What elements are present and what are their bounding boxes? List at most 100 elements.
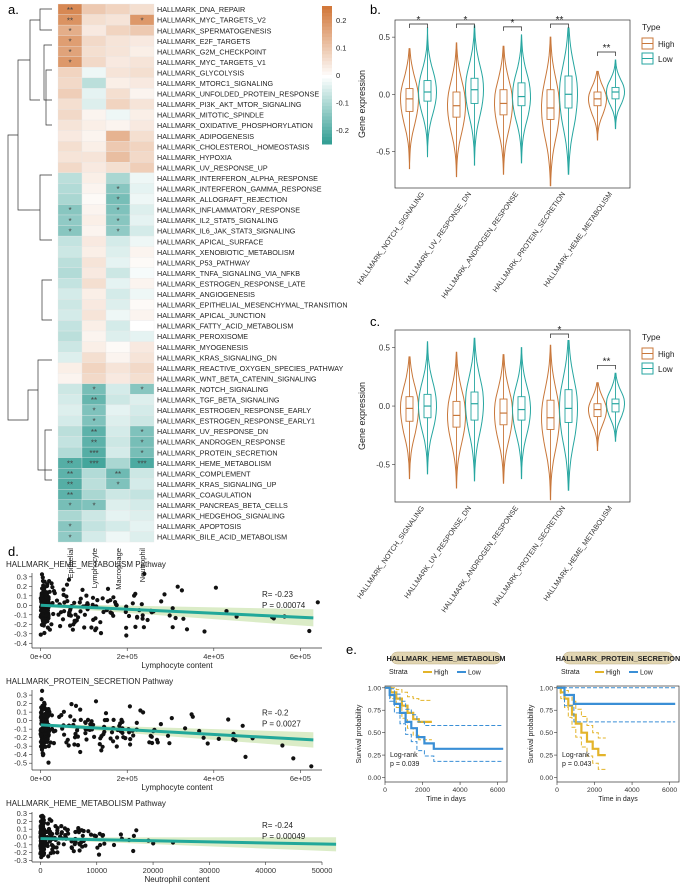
- data-point: [240, 723, 245, 728]
- data-point: [64, 594, 69, 599]
- data-point: [113, 600, 118, 605]
- heatmap-row-label: HALLMARK_REACTIVE_OXYGEN_SPECIES_PATHWAY: [157, 364, 343, 373]
- heatmap-significance: **: [91, 438, 97, 447]
- y-tick-label: -0.5: [376, 147, 390, 156]
- data-point: [205, 741, 210, 746]
- data-point: [62, 732, 67, 737]
- data-point: [61, 587, 66, 592]
- heatmap-cell: [81, 235, 107, 247]
- y-tick-label: -0.2: [14, 620, 27, 629]
- y-tick-label: -0.1: [14, 725, 27, 734]
- heatmap-cell: [57, 278, 83, 289]
- x-tick-label: 4000: [453, 787, 468, 794]
- data-point: [173, 615, 178, 621]
- data-point: [101, 609, 106, 615]
- heatmap-cell: [81, 35, 107, 47]
- y-tick-label: -0.2: [14, 848, 27, 857]
- colorbar-segment: [322, 123, 332, 128]
- heatmap-significance: **: [67, 470, 73, 479]
- data-point: [309, 764, 314, 769]
- significance-bracket: [597, 51, 616, 56]
- x-tick-label: HALLMARK_ANDROGEN_RESPONSE: [439, 504, 520, 614]
- regression-line: [40, 603, 314, 620]
- data-point: [117, 723, 122, 729]
- colorbar-segment: [322, 95, 332, 100]
- correlation-p: P = 0.00074: [262, 601, 306, 610]
- data-point: [197, 728, 202, 734]
- heatmap-cell: [129, 394, 155, 406]
- data-point: [94, 626, 99, 631]
- heatmap-cell: [105, 278, 131, 289]
- heatmap-cell: [57, 151, 83, 163]
- colorbar-segment: [322, 130, 332, 135]
- heatmap-cell: [57, 415, 83, 427]
- heatmap-cell: [105, 309, 131, 321]
- heatmap-row-label: HALLMARK_ANGIOGENESIS: [157, 290, 255, 299]
- data-point: [124, 633, 129, 638]
- heatmap-significance: *: [68, 502, 71, 511]
- data-point: [118, 832, 123, 837]
- colorbar-segment: [322, 71, 332, 76]
- heatmap-cell: [81, 14, 107, 26]
- data-point: [40, 575, 45, 580]
- data-point: [51, 850, 56, 855]
- heatmap-row-label: HALLMARK_COMPLEMENT: [157, 469, 251, 478]
- heatmap-row-label: HALLMARK_WNT_BETA_CATENIN_SIGNALING: [157, 374, 317, 383]
- heatmap-row-label: HALLMARK_MTORC1_SIGNALING: [157, 79, 274, 88]
- significance-bracket: [550, 23, 569, 28]
- heatmap-row-label: HALLMARK_PI3K_AKT_MTOR_SIGNALING: [157, 100, 302, 109]
- y-tick-label: 0.75: [368, 708, 381, 715]
- data-point: [47, 627, 53, 632]
- box-iqr: [499, 398, 508, 426]
- heatmap-cell: [57, 425, 83, 437]
- y-tick-label: 0.25: [540, 753, 553, 760]
- heatmap-cell: [81, 351, 107, 363]
- heatmap-significance: **: [67, 491, 73, 500]
- data-point: [124, 625, 129, 630]
- data-point: [100, 744, 105, 749]
- data-point: [52, 591, 57, 596]
- data-point: [155, 740, 160, 745]
- data-point: [75, 743, 81, 748]
- heatmap-row-label: HALLMARK_KRAS_SIGNALING_UP: [157, 480, 277, 489]
- data-point: [44, 737, 49, 742]
- violin-shape: [587, 70, 608, 141]
- data-point: [170, 606, 175, 611]
- heatmap-cell: [81, 489, 107, 500]
- y-tick-label: 0.0: [17, 716, 27, 725]
- heatmap-cell: [57, 246, 83, 258]
- heatmap-cell: [105, 56, 131, 68]
- data-point: [90, 602, 95, 608]
- x-tick-label: 0e+00: [30, 774, 51, 783]
- heatmap-row-label: HALLMARK_INFLAMMATORY_RESPONSE: [157, 206, 300, 215]
- heatmap-row-label: HALLMARK_APOPTOSIS: [157, 522, 241, 531]
- logrank-label: Log-rank: [562, 752, 590, 759]
- heatmap-cell: [105, 394, 131, 406]
- data-point: [108, 610, 113, 615]
- data-point: [128, 737, 133, 742]
- regression-line: [40, 837, 337, 846]
- data-point: [98, 620, 103, 625]
- y-tick-label: 1.00: [368, 685, 381, 692]
- data-point: [307, 628, 312, 634]
- legend-title: Type: [642, 22, 661, 32]
- x-axis-label: Time in days: [598, 796, 638, 803]
- data-point: [97, 742, 102, 747]
- heatmap-significance: *: [140, 428, 143, 437]
- data-point: [46, 760, 51, 765]
- significance-bracket: [550, 333, 569, 338]
- violin-shape: [588, 382, 607, 451]
- heatmap-row-label: HALLMARK_APICAL_SURFACE: [157, 237, 263, 246]
- data-point: [128, 742, 133, 747]
- colorbar-segment: [322, 61, 332, 66]
- heatmap-row-label: HALLMARK_KRAS_SIGNALING_DN: [157, 353, 277, 362]
- legend-label: High: [434, 670, 449, 677]
- x-axis-label: Time in days: [426, 796, 466, 803]
- data-point: [134, 828, 139, 833]
- data-point: [40, 753, 46, 758]
- data-point: [78, 749, 83, 755]
- heatmap-cell: [129, 341, 155, 353]
- x-tick-label: 20000: [143, 866, 164, 875]
- data-point: [78, 717, 83, 723]
- heatmap-cell: [129, 404, 155, 416]
